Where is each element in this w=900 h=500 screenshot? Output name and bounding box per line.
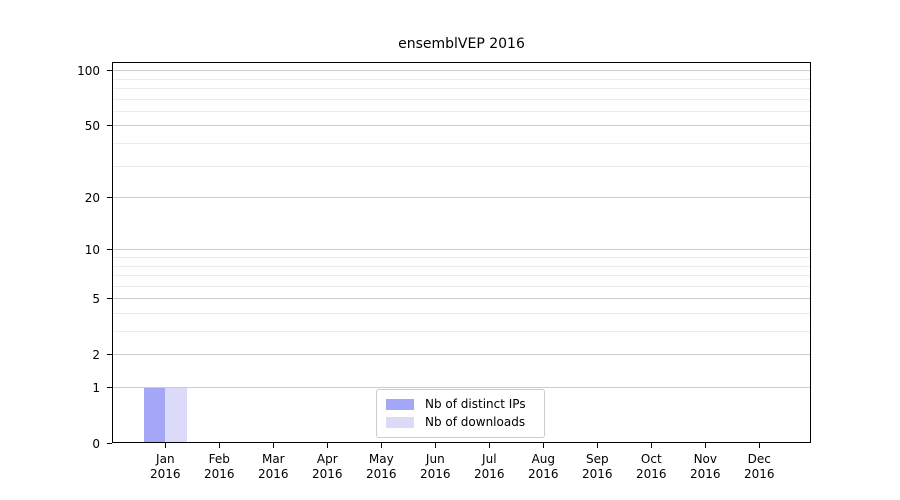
- x-tick-label: May 2016: [366, 452, 397, 481]
- plot-area: [112, 62, 811, 443]
- y-gridline-major: [113, 70, 810, 72]
- x-tick-label: Jan 2016: [150, 452, 181, 481]
- x-tick-label: Feb 2016: [204, 452, 235, 481]
- y-axis-tick: [107, 354, 112, 356]
- x-axis-tick: [272, 443, 274, 448]
- legend-label-distinct-ips: Nb of distinct IPs: [425, 397, 526, 411]
- y-tick-label: 2: [92, 347, 100, 362]
- y-gridline-minor: [113, 110, 810, 112]
- y-gridline-minor: [113, 285, 810, 287]
- x-tick-label: Sep 2016: [582, 452, 613, 481]
- y-axis-tick: [107, 125, 112, 127]
- y-axis-tick: [107, 387, 112, 388]
- y-gridline-minor: [113, 331, 810, 332]
- y-gridline-major: [113, 197, 810, 199]
- legend-entry-distinct-ips: Nb of distinct IPs: [386, 397, 535, 412]
- y-tick-label: 1: [92, 380, 100, 395]
- x-axis-tick: [380, 443, 382, 448]
- y-gridline-minor: [113, 257, 810, 258]
- x-tick-label: Mar 2016: [258, 452, 289, 481]
- x-axis-tick: [434, 443, 436, 448]
- y-axis-tick: [107, 298, 112, 300]
- y-gridline-minor: [113, 78, 810, 80]
- x-axis-tick: [650, 443, 652, 448]
- y-gridline-major: [113, 354, 810, 356]
- y-axis-tick: [107, 70, 112, 72]
- y-gridline-major: [113, 298, 810, 300]
- x-axis-tick: [164, 443, 166, 448]
- y-tick-label: 50: [84, 118, 100, 133]
- y-tick-label: 0: [92, 436, 100, 451]
- y-gridline-major: [113, 125, 810, 127]
- y-gridline-minor: [113, 143, 810, 144]
- chart-title: ensemblVEP 2016: [398, 36, 525, 52]
- y-gridline-minor: [113, 165, 810, 167]
- y-axis-tick: [107, 249, 112, 251]
- y-gridline-minor: [113, 98, 810, 100]
- legend-swatch-distinct-ips-icon: [386, 399, 414, 410]
- y-gridline-minor: [113, 265, 810, 267]
- x-axis-tick: [758, 443, 760, 448]
- x-tick-label: Nov 2016: [690, 452, 721, 481]
- x-axis-tick: [596, 443, 598, 448]
- x-axis-tick: [488, 443, 490, 448]
- y-tick-label: 100: [77, 63, 100, 78]
- x-axis-tick: [704, 443, 706, 448]
- y-tick-label: 5: [92, 291, 100, 306]
- x-axis-tick: [542, 443, 544, 448]
- y-gridline-minor: [113, 88, 810, 89]
- x-axis-tick: [326, 443, 328, 448]
- bar-distinct-ips: [143, 387, 166, 443]
- legend: Nb of distinct IPs Nb of downloads: [376, 389, 545, 438]
- legend-label-downloads: Nb of downloads: [425, 415, 526, 429]
- x-tick-label: Dec 2016: [744, 452, 775, 481]
- y-gridline-major: [113, 249, 810, 251]
- x-tick-label: Aug 2016: [528, 452, 559, 481]
- legend-entry-downloads: Nb of downloads: [386, 415, 535, 430]
- y-tick-label: 20: [84, 190, 100, 205]
- x-tick-label: Jul 2016: [474, 452, 505, 481]
- y-gridline-minor: [113, 313, 810, 314]
- x-tick-label: Oct 2016: [636, 452, 667, 481]
- x-axis-tick: [218, 443, 220, 448]
- y-axis-tick: [107, 443, 112, 444]
- y-tick-label: 10: [84, 242, 100, 257]
- x-tick-label: Jun 2016: [420, 452, 451, 481]
- bar-downloads: [165, 387, 187, 443]
- legend-swatch-downloads-icon: [386, 417, 414, 428]
- y-axis-tick: [107, 197, 112, 199]
- y-gridline-major: [113, 387, 810, 388]
- x-tick-label: Apr 2016: [312, 452, 343, 481]
- y-gridline-minor: [113, 275, 810, 276]
